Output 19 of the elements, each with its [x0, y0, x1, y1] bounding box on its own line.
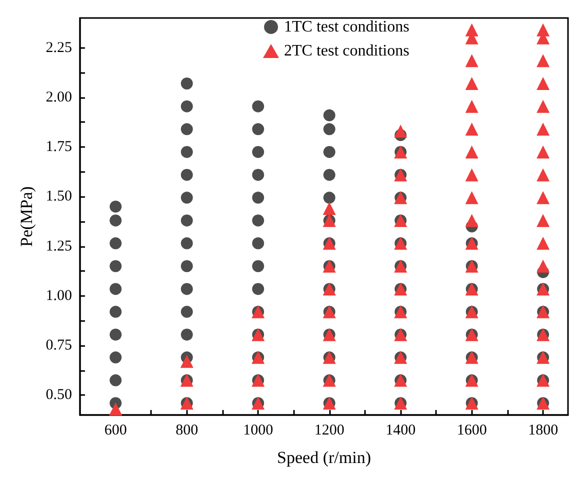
y-axis-title: Pe(MPa) [16, 186, 36, 247]
x-axis-title: Speed (r/min) [277, 448, 371, 467]
x-tick-label: 800 [176, 422, 198, 438]
x-tick-label: 1000 [243, 422, 274, 438]
x-tick-label: 600 [104, 422, 127, 438]
x-tick-label: 1200 [314, 422, 344, 438]
y-tick-label: 2.25 [46, 40, 72, 56]
y-tick-label: 1.00 [46, 288, 72, 304]
y-tick-label: 0.75 [46, 338, 72, 354]
legend-label: 2TC test conditions [284, 42, 410, 60]
y-tick-label: 1.25 [46, 238, 72, 254]
x-tick-label: 1600 [456, 422, 487, 438]
y-tick-label: 1.50 [46, 188, 72, 205]
y-tick-label: 0.50 [46, 387, 72, 404]
x-tick-label: 1800 [528, 422, 558, 438]
legend-label: 1TC test conditions [284, 18, 410, 36]
x-tick-label: 1400 [386, 422, 416, 438]
y-tick-label: 2.00 [46, 89, 72, 106]
y-tick-label: 1.75 [46, 139, 72, 156]
